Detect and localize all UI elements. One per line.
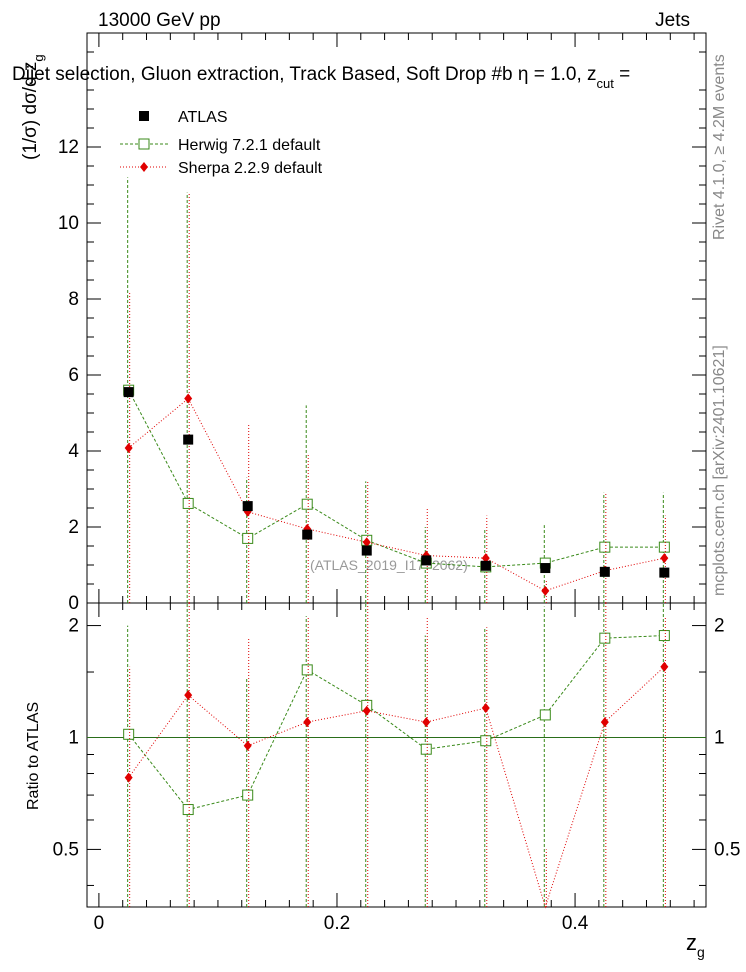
main-atlas-point	[480, 560, 491, 571]
ratio-ytick-label-right: 2	[714, 616, 725, 637]
ratio-herwig-point	[658, 630, 670, 642]
legend-atlas-label: ATLAS	[178, 109, 228, 126]
main-herwig-point	[242, 532, 254, 544]
ratio-herwig-point	[420, 743, 432, 755]
main-ytick-label: 6	[68, 365, 79, 386]
ratio-data-marks	[123, 603, 670, 909]
ratio-sherpa-point	[184, 690, 193, 701]
ratio-herwig-point	[182, 804, 194, 816]
main-atlas-point	[599, 566, 610, 577]
ratio-herwig-point	[480, 735, 492, 747]
ratio-herwig-point	[123, 728, 135, 740]
main-herwig-line	[128, 389, 665, 568]
main-sherpa-point	[660, 553, 669, 564]
main-sherpa-point	[541, 585, 550, 596]
ratio-plot-frame	[86, 602, 707, 908]
main-sherpa-point	[362, 537, 371, 548]
legend-herwig-label: Herwig 7.2.1 default	[178, 137, 321, 154]
legend-herwig-marker	[138, 138, 150, 150]
main-atlas-point	[183, 434, 194, 445]
main-sherpa-point	[124, 442, 133, 453]
main-ytick-label: 0	[68, 593, 79, 614]
ratio-ytick-label-left: 1	[68, 727, 79, 748]
ratio-ytick-label-left: 0.5	[53, 839, 79, 860]
ratio-xtick-label: 0.2	[324, 913, 350, 934]
ratio-axis-ticks: 0 0.2 0.4 0.5 0.5 1 1 2 2	[53, 603, 740, 934]
legend-sherpa-marker	[140, 162, 148, 172]
ratio-ytick-label-right: 1	[714, 727, 725, 748]
legend: ATLAS Herwig 7.2.1 default Sherpa 2.2.9 …	[120, 109, 323, 177]
ratio-herwig-line	[128, 635, 665, 811]
ratio-sherpa-point	[660, 661, 669, 672]
plot-title: Dijet selection, Gluon extraction, Track…	[12, 64, 630, 91]
ratio-herwig-point	[301, 664, 313, 676]
header-left: 13000 GeV pp	[98, 10, 221, 31]
ratio-ytick-label-left: 2	[68, 616, 79, 637]
main-ytick-label: 2	[68, 517, 79, 538]
legend-atlas-marker	[139, 111, 149, 121]
ratio-herwig-point	[539, 709, 551, 721]
ratio-sherpa-point	[362, 705, 371, 716]
main-axis-ticks: 0 2 4 6 8 10 12	[58, 33, 706, 614]
x-axis-label: zg	[686, 930, 705, 960]
header-right: Jets	[655, 10, 690, 31]
main-herwig-point	[599, 541, 611, 553]
main-sherpa-line	[128, 397, 665, 592]
main-atlas-point	[302, 529, 313, 540]
main-herwig-point	[182, 497, 194, 509]
ratio-sherpa-line	[128, 666, 665, 909]
ratio-herwig-point	[599, 632, 611, 644]
main-ytick-label: 4	[68, 441, 79, 462]
main-atlas-point	[421, 555, 432, 566]
ratio-sherpa-point	[124, 772, 133, 783]
main-data-marks	[123, 177, 670, 603]
main-atlas-point	[540, 563, 551, 574]
mcplots-label: mcplots.cern.ch [arXiv:2401.10621]	[711, 345, 728, 596]
main-sherpa-point	[481, 553, 490, 564]
ratio-sherpa-point	[600, 717, 609, 728]
main-sherpa-point	[184, 393, 193, 404]
main-herwig-point	[658, 541, 670, 553]
rivet-label: Rivet 4.1.0, ≥ 4.2M events	[711, 54, 728, 240]
ratio-xtick-label: 0.4	[562, 913, 589, 934]
main-ytick-label: 8	[68, 289, 79, 310]
main-atlas-point	[123, 387, 134, 398]
ratio-sherpa-point	[303, 717, 312, 728]
main-ylabel: (1/σ) dσ/d zg	[20, 54, 46, 160]
ratio-sherpa-point	[422, 717, 431, 728]
main-atlas-point	[659, 567, 670, 578]
ratio-ylabel: Ratio to ATLAS	[25, 702, 42, 810]
main-ytick-label: 12	[58, 137, 79, 158]
ratio-xtick-label: 0	[94, 913, 105, 934]
main-atlas-point	[242, 501, 253, 512]
legend-sherpa-label: Sherpa 2.2.9 default	[178, 160, 323, 177]
ratio-sherpa-point	[481, 703, 490, 714]
ratio-ytick-label-right: 0.5	[714, 839, 740, 860]
main-atlas-point	[361, 545, 372, 556]
main-ytick-label: 10	[58, 213, 79, 234]
main-herwig-point	[301, 498, 313, 510]
ratio-sherpa-point	[243, 740, 252, 751]
analysis-watermark: (ATLAS_2019_I1772062)	[310, 557, 468, 573]
ratio-herwig-point	[242, 789, 254, 801]
